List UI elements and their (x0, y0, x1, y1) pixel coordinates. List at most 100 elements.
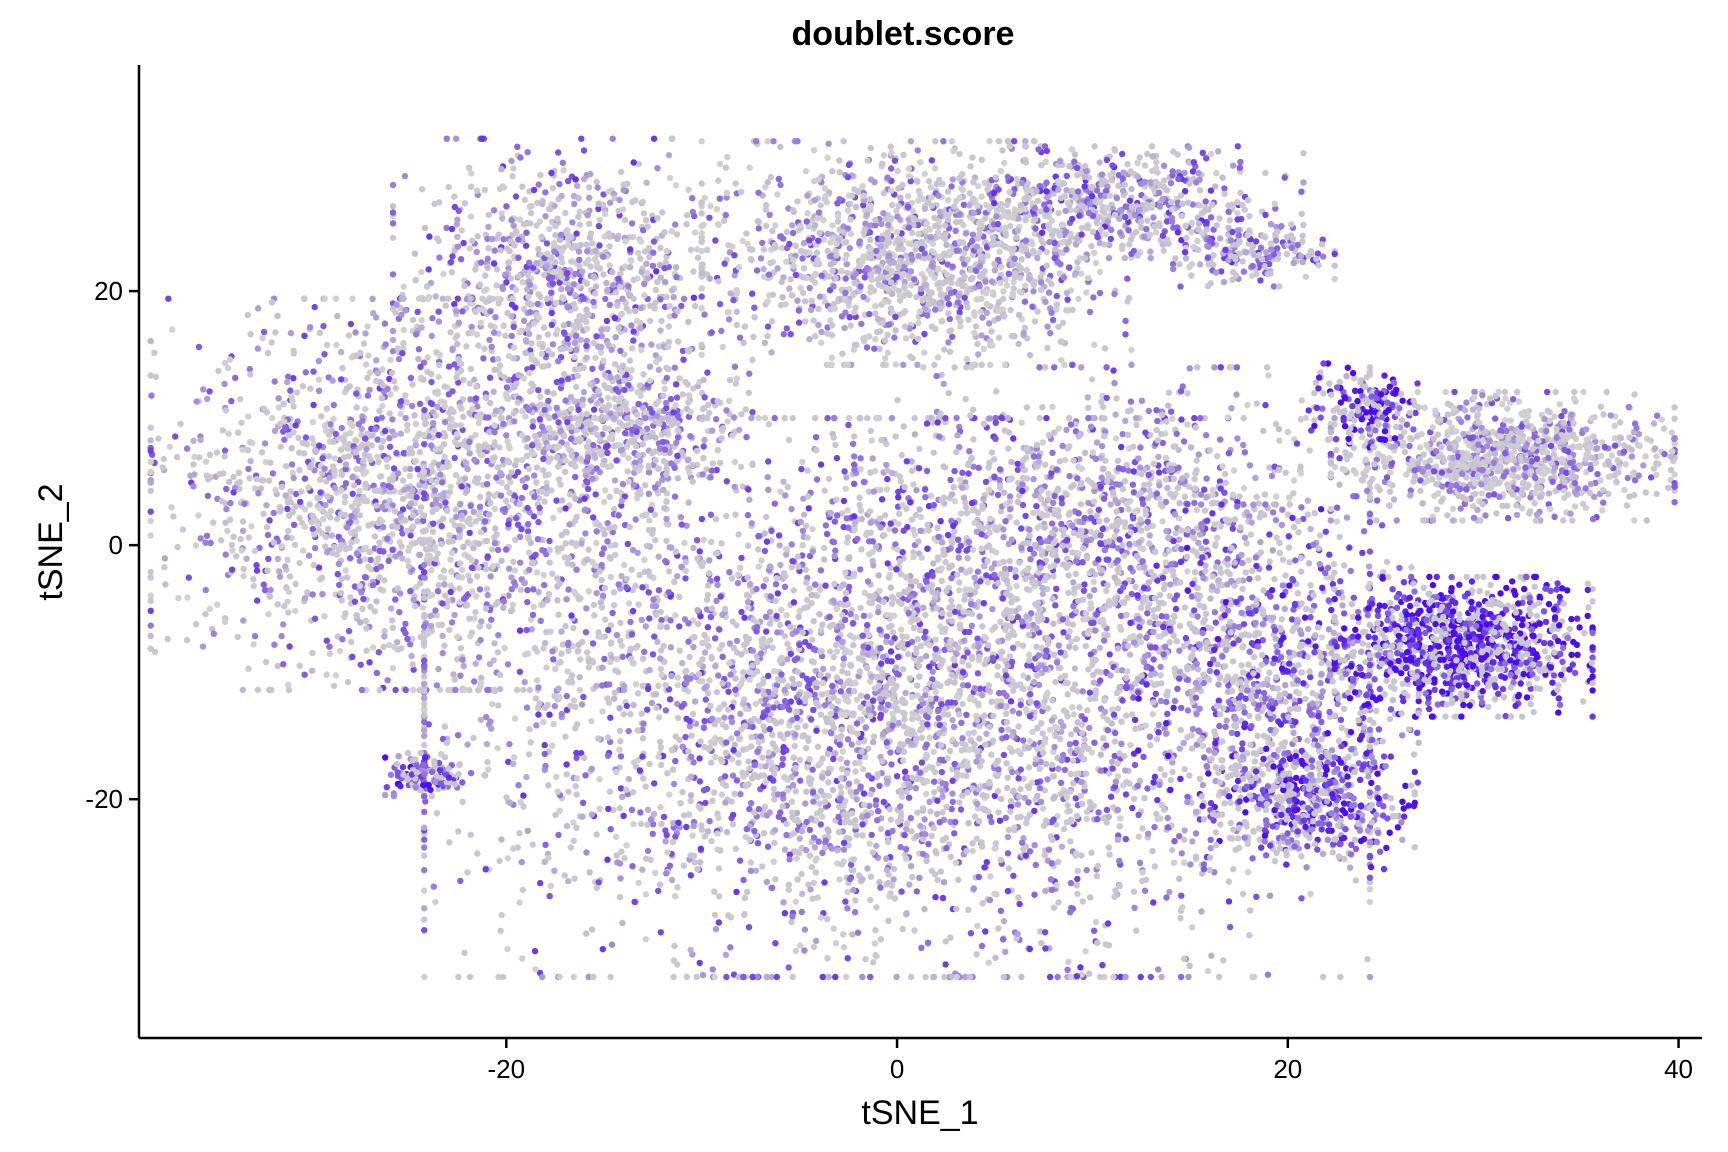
data-point (955, 292, 962, 299)
data-point (376, 407, 383, 415)
data-point (915, 230, 922, 238)
data-point (285, 681, 292, 689)
data-point (438, 540, 445, 548)
data-point (390, 643, 398, 650)
data-point (421, 406, 428, 414)
data-point (411, 250, 419, 257)
data-point (866, 195, 874, 203)
data-point (393, 301, 400, 308)
data-point (979, 314, 986, 321)
data-point (162, 581, 169, 588)
data-point (378, 395, 386, 402)
data-point (703, 246, 711, 253)
data-point (250, 582, 257, 590)
data-point (296, 466, 303, 474)
data-point (859, 183, 866, 190)
data-point (541, 498, 548, 505)
data-point (348, 539, 355, 546)
data-point (764, 298, 771, 305)
data-point (590, 441, 597, 449)
data-point (680, 356, 687, 363)
data-point (914, 147, 921, 154)
data-point (452, 506, 459, 513)
data-point (487, 322, 494, 329)
data-point (726, 397, 733, 404)
data-point (380, 523, 387, 531)
data-point (614, 235, 621, 242)
data-point (914, 361, 921, 368)
data-point (284, 505, 291, 513)
data-point (373, 502, 380, 509)
data-point (384, 677, 391, 684)
data-point (348, 503, 356, 510)
data-point (880, 361, 887, 368)
data-point (700, 443, 707, 450)
data-point (414, 518, 421, 525)
data-point (1034, 197, 1042, 204)
data-point (707, 474, 714, 481)
data-point (290, 350, 297, 357)
data-point (210, 630, 217, 637)
data-point (155, 435, 162, 442)
data-point (147, 574, 154, 581)
data-point (159, 464, 166, 471)
data-point (247, 331, 254, 338)
data-point (960, 250, 968, 257)
data-point (628, 322, 635, 329)
data-point (813, 249, 821, 256)
data-point (271, 641, 278, 648)
data-point (829, 168, 836, 175)
data-point (628, 345, 636, 352)
data-point (546, 537, 553, 545)
data-point (874, 328, 881, 336)
data-point (814, 215, 821, 222)
data-point (658, 317, 665, 325)
data-point (488, 546, 496, 553)
data-point (501, 505, 508, 513)
data-point (321, 465, 328, 472)
data-point (516, 668, 524, 675)
data-point (755, 189, 762, 196)
data-point (540, 324, 548, 331)
data-point (593, 528, 600, 535)
data-point (619, 206, 627, 213)
data-point (829, 322, 836, 329)
data-point (473, 187, 481, 194)
data-point (1178, 212, 1186, 220)
data-point (971, 329, 978, 336)
data-point (973, 243, 981, 250)
data-point (852, 304, 859, 311)
data-point (787, 331, 794, 338)
data-point (239, 518, 247, 525)
data-point (885, 221, 892, 229)
data-point (295, 434, 302, 441)
data-point (656, 261, 664, 269)
data-point (762, 183, 769, 191)
data-point (607, 199, 614, 206)
data-point (349, 490, 356, 497)
data-point (652, 457, 659, 464)
data-point (202, 539, 209, 546)
data-point (1195, 169, 1202, 177)
data-point (905, 224, 912, 231)
data-point (842, 255, 849, 263)
data-point (611, 361, 619, 368)
data-point (220, 470, 227, 477)
data-point (467, 502, 474, 509)
data-point (530, 186, 538, 194)
data-point (468, 564, 476, 571)
data-point (251, 632, 259, 640)
data-point (536, 416, 543, 423)
data-point (520, 221, 528, 228)
data-point (755, 218, 762, 226)
data-point (338, 424, 345, 432)
data-point (1021, 298, 1029, 305)
data-point (527, 220, 534, 227)
data-point (440, 270, 447, 277)
data-point (427, 399, 434, 407)
data-point (280, 621, 287, 628)
data-point (565, 320, 572, 328)
data-point (339, 365, 346, 372)
data-point (679, 391, 686, 398)
data-point (902, 335, 910, 342)
